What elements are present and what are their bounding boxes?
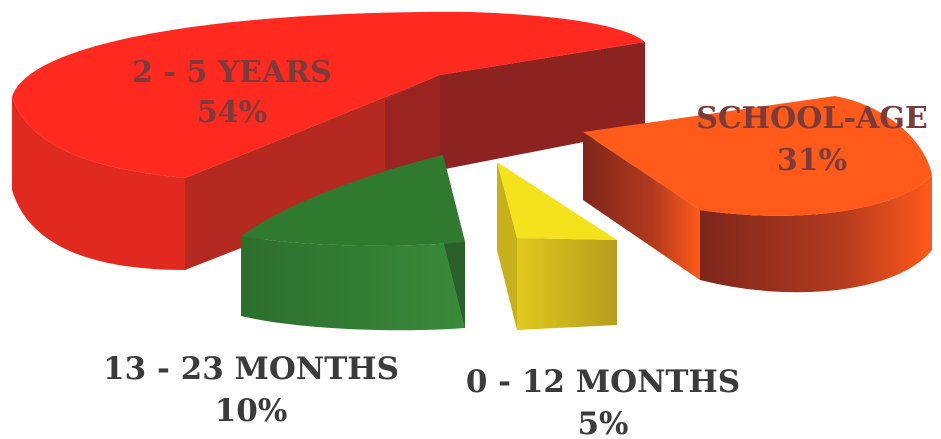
slice-school-age-side xyxy=(583,132,700,280)
label-2-5-years: 2 - 5 YEARS xyxy=(132,55,332,90)
slice-13-23-months xyxy=(241,155,465,331)
slice-13-23-months-front xyxy=(241,236,465,331)
slice-0-12-months-top xyxy=(497,162,617,240)
slice-school-age-front xyxy=(700,175,932,293)
label-13-23-months: 13 - 23 MONTHS xyxy=(103,351,399,387)
percent-13-23-months: 10% xyxy=(215,393,288,429)
slice-2-5-years-side xyxy=(12,97,185,270)
percent-2-5-years: 54% xyxy=(197,95,267,130)
slice-0-12-months xyxy=(497,162,617,330)
slice-school-age-top xyxy=(583,96,932,216)
label-0-12-months: 0 - 12 MONTHS xyxy=(466,364,740,400)
slice-13-23-months-top xyxy=(241,155,465,246)
slice-0-12-months-side xyxy=(497,162,517,330)
percent-school-age: 31% xyxy=(777,143,847,178)
slice-2-5-years-top xyxy=(12,11,645,178)
slice-2-5-years-inner-side xyxy=(185,75,440,270)
slice-school-age xyxy=(583,96,932,293)
label-school-age: SCHOOL-AGE xyxy=(696,101,927,136)
percent-0-12-months: 5% xyxy=(577,406,628,439)
slice-2-5-years xyxy=(12,11,645,270)
slice-0-12-months-front xyxy=(517,238,617,330)
